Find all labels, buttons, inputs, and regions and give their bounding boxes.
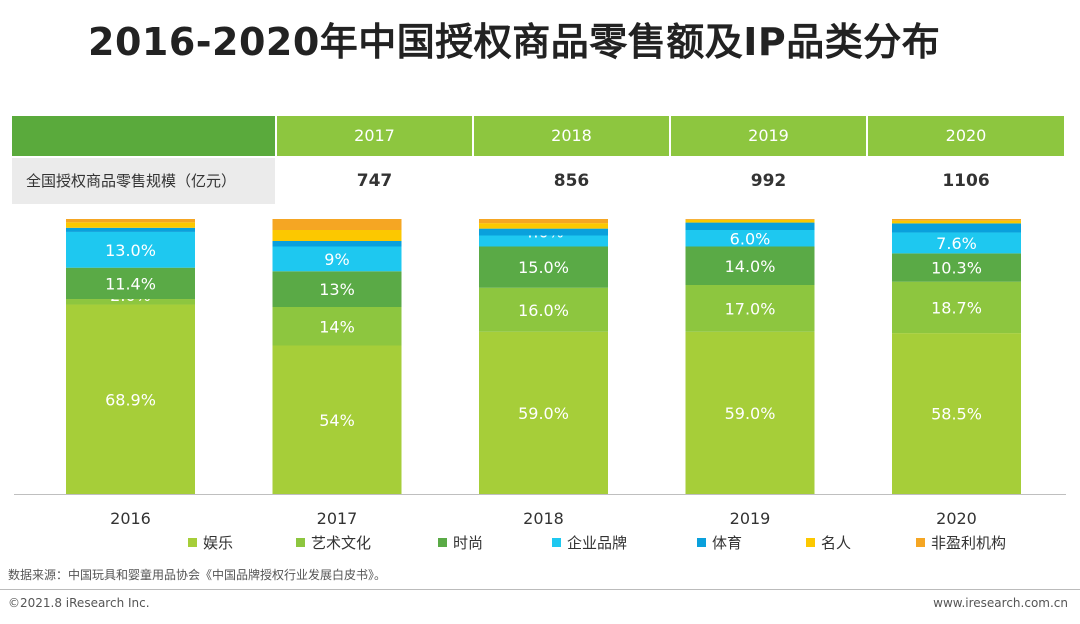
data-label: 7.6% (936, 234, 977, 253)
legend-swatch (916, 537, 925, 547)
bar-segment (66, 299, 195, 305)
legend-swatch (697, 537, 706, 547)
data-label: 9% (324, 250, 349, 269)
website-link[interactable]: www.iresearch.com.cn (933, 596, 1068, 610)
bar-segment (272, 307, 402, 346)
data-label: 58.5% (931, 405, 982, 424)
legend-swatch (188, 537, 197, 547)
legend-swatch (296, 537, 305, 547)
x-tick-label: 2017 (317, 509, 358, 528)
data-label: 17.0% (725, 299, 776, 318)
bar-segment (685, 219, 815, 220)
data-label: 16.0% (518, 301, 569, 320)
table-cell-value: 856 (553, 171, 590, 191)
data-label: 6.0% (730, 229, 771, 248)
data-label: 59.0% (518, 404, 569, 423)
data-label: 15.0% (518, 258, 569, 277)
data-label: 13.0% (105, 241, 156, 260)
x-tick-label: 2018 (523, 509, 564, 528)
legend-item: 企业品牌 (552, 531, 627, 553)
table-row-label: 全国授权商品零售规模（亿元） (12, 158, 275, 204)
legend-item: 娱乐 (188, 531, 233, 553)
x-tick-label: 2016 (110, 509, 151, 528)
data-label: 18.7% (931, 298, 982, 317)
data-label: 14% (319, 317, 355, 336)
legend-swatch (552, 537, 561, 547)
legend-item: 体育 (697, 531, 742, 553)
bar-segment (479, 219, 608, 224)
data-source-note: 数据来源：中国玩具和婴童用品协会《中国品牌授权行业发展白皮书》。 (8, 568, 387, 582)
legend-swatch (806, 537, 815, 547)
data-label: 14.0% (725, 257, 776, 276)
bar-segment (479, 287, 608, 332)
table-header-year: 2020 (868, 116, 1064, 156)
bar-segment (685, 222, 815, 230)
bar-segment (272, 230, 402, 241)
legend-item: 名人 (806, 531, 851, 553)
data-label: 59.0% (725, 404, 776, 423)
bar-segment (892, 219, 1021, 221)
bar-segment (272, 246, 402, 272)
bar-segment (479, 223, 608, 229)
data-label: 13% (319, 280, 355, 299)
legend-label: 娱乐 (203, 533, 234, 552)
bar-segment (685, 246, 815, 285)
legend-item: 时尚 (438, 531, 483, 553)
table-cell-value: 1106 (942, 171, 990, 191)
data-label: 10.3% (931, 259, 982, 278)
bar-segment (272, 345, 402, 494)
footer-divider (0, 589, 1080, 590)
bar-segment (479, 228, 608, 236)
x-tick-label: 2019 (730, 509, 771, 528)
legend-label: 艺术文化 (311, 533, 372, 552)
bar-segment (685, 230, 815, 247)
copyright-text: ©2021.8 iResearch Inc. (8, 596, 150, 610)
bar-segment (892, 223, 1021, 233)
bar-segment (892, 232, 1021, 254)
bar-segment (479, 331, 608, 494)
page-title: 2016-2020年中国授权商品零售额及IP品类分布 (88, 20, 941, 64)
bar-segment (272, 241, 402, 247)
legend-label: 体育 (712, 533, 743, 552)
legend-item: 艺术文化 (296, 531, 371, 553)
bar-segment (892, 253, 1021, 282)
table-header-year: 2018 (474, 116, 669, 156)
bar-segment (892, 281, 1021, 334)
table-cell-value: 992 (750, 171, 787, 191)
bar-segment (685, 331, 815, 494)
bar-segment (892, 333, 1021, 494)
data-label: 68.9% (105, 390, 156, 409)
bar-segment (272, 271, 402, 307)
chart-legend: 娱乐 艺术文化 时尚 企业品牌 体育 名人 非盈利机构 (0, 531, 1080, 553)
bar-segment (892, 220, 1021, 224)
legend-item: 非盈利机构 (916, 531, 1006, 553)
legend-label: 企业品牌 (567, 533, 628, 552)
legend-label: 名人 (821, 533, 852, 552)
legend-swatch (438, 537, 447, 547)
table-cell-value: 747 (356, 171, 393, 191)
x-tick-label: 2020 (936, 509, 977, 528)
bar-segment (272, 219, 402, 230)
bar-segment (66, 219, 195, 223)
bar-segment (66, 231, 195, 268)
bar-segment (66, 227, 195, 232)
table-header-year: 2017 (277, 116, 472, 156)
bar-segment (66, 222, 195, 228)
table-header-year: 2019 (671, 116, 866, 156)
bar-segment (66, 304, 195, 494)
table-header-blank (12, 116, 275, 156)
bar-segment (685, 285, 815, 332)
data-label: 54% (319, 411, 355, 430)
data-label: 11.4% (105, 274, 156, 293)
legend-label: 时尚 (453, 533, 484, 552)
bar-segment (685, 219, 815, 223)
bar-segment (66, 267, 195, 300)
bar-segment (479, 246, 608, 288)
legend-label: 非盈利机构 (931, 533, 1007, 552)
bar-segment (479, 235, 608, 247)
